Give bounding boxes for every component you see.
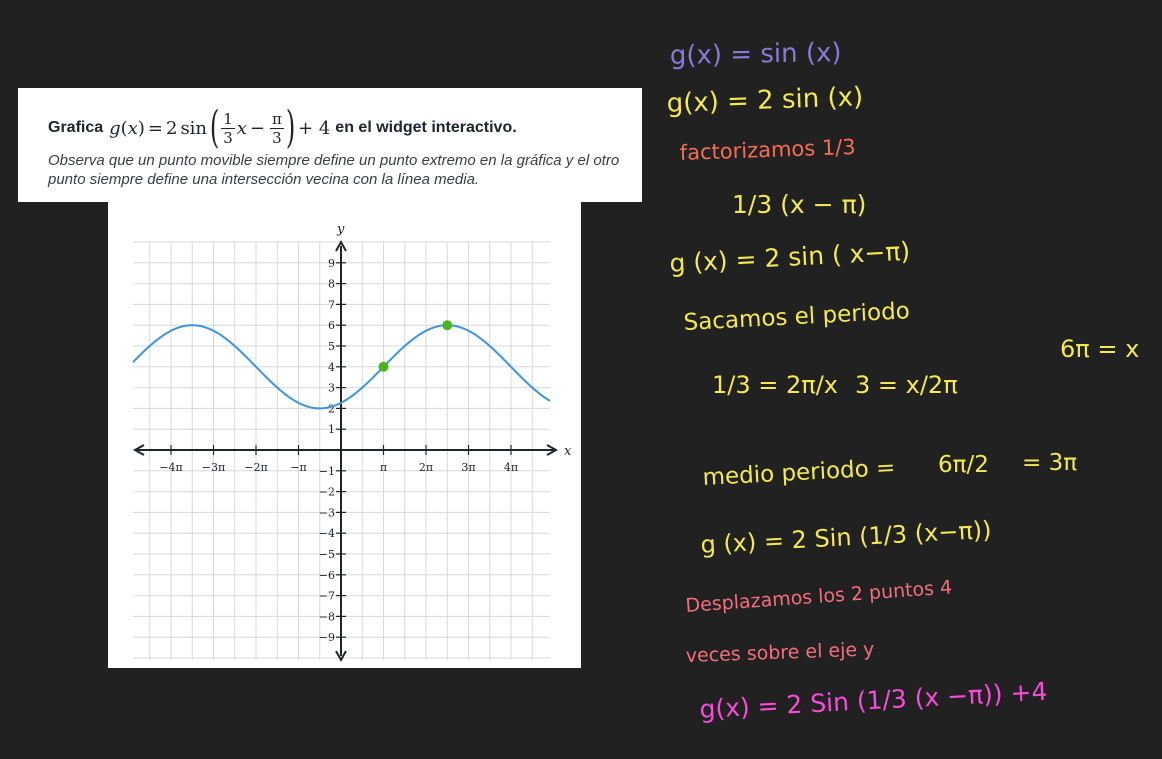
y-tick-label: −7 [319,590,335,603]
handwritten-note-3: factorizamos 1/3 [679,135,856,165]
y-axis-arrow-down [335,650,347,663]
handwritten-note-14: Desplazamos los 2 puntos 4 [685,576,953,617]
handwritten-note-6: Sacamos el periodo [683,298,910,336]
x-axis-label: x [564,444,572,459]
fraction-one-third: 1 3 [221,109,235,147]
prompt-suffix: en el widget interactivo. [335,119,517,136]
y-tick-label: −8 [319,610,335,623]
minus-sign: − [249,117,265,139]
x-tick-label: −2π [244,461,267,474]
handwritten-note-12: = 3π [1022,450,1077,476]
y-tick-label: 8 [328,278,335,291]
handwritten-note-13: g (x) = 2 Sin (1/3 (x−π)) [700,516,992,559]
graph-canvas[interactable]: x y −4π −3π −2π −π π 2π 3π 4π 9 8 7 6 5 4 3 2 1 −1 −2 −3 −4 −5 −… [108,202,581,668]
problem-card: Grafica g(x) = 2 sin ( 1 3 x − π 3 ) + 4… [18,88,642,202]
fraction-pi-third: π 3 [270,109,284,147]
handwritten-note-15: veces sobre el eje y [685,638,874,667]
func-name: g [109,117,121,139]
handwritten-note-10: medio periodo = [702,455,896,491]
handwritten-note-11: 6π/2 [938,452,989,478]
y-tick-label: −4 [319,527,335,540]
coefficient: 2 [165,117,178,139]
y-tick-label: 1 [328,423,335,436]
handwritten-note-7: 1/3 = 2π/x [712,371,838,399]
equals-sign: = [147,117,163,139]
handwritten-note-5: g (x) = 2 sin ( x−π) [669,236,911,278]
equation: g(x) = 2 sin ( 1 3 x − π 3 ) + 4 [109,102,331,153]
y-tick-label: −1 [319,465,335,478]
sin-function: sin [180,117,208,139]
y-tick-label: −6 [319,569,335,582]
midline-point[interactable] [378,361,389,372]
handwritten-note-9: 6π = x [1060,335,1139,363]
x-axis-arrow-left [132,444,145,456]
graph-widget[interactable]: x y −4π −3π −2π −π π 2π 3π 4π 9 8 7 6 5 4 3 2 1 −1 −2 −3 −4 −5 −… [108,202,581,668]
x-tick-label: 4π [504,461,518,474]
y-tick-label: −5 [319,548,335,561]
y-tick-label: −2 [319,486,335,499]
vertical-shift: + 4 [298,117,331,139]
problem-prompt: Grafica g(x) = 2 sin ( 1 3 x − π 3 ) + 4… [48,102,517,154]
x-tick-label: 2π [419,461,433,474]
x-tick-label: π [380,461,387,474]
handwritten-note-4: 1/3 (x − π) [732,190,866,219]
y-tick-label: 5 [328,340,335,353]
x-axis-arrow-right [546,444,559,456]
x-tick-label: −3π [202,461,225,474]
y-axis-arrow-up [335,239,347,252]
x-tick-label: 3π [461,461,475,474]
func-var: x [127,117,138,139]
hint-text: Observa que un punto movible siempre def… [48,152,620,188]
prompt-prefix: Grafica [48,119,104,136]
y-axis-label: y [336,222,345,237]
y-tick-label: −9 [319,631,335,644]
handwritten-note-16: g(x) = 2 Sin (1/3 (x −π)) +4 [699,677,1048,724]
handwritten-note-2: g(x) = 2 sin (x) [666,82,863,119]
x-tick-label: −π [290,461,306,474]
y-tick-label: 6 [328,319,335,332]
y-tick-label: 4 [328,361,335,374]
maximum-point[interactable] [442,320,453,331]
y-tick-label: 2 [328,402,335,415]
handwritten-note-1: g(x) = sin (x) [670,38,842,71]
inner-var: x [236,117,247,139]
y-tick-label: 3 [328,382,335,395]
sinusoid-curve [132,324,551,410]
handwritten-note-8: 3 = x/2π [855,371,958,399]
y-tick-label: 7 [328,298,335,311]
y-tick-label: −3 [319,506,335,519]
x-tick-label: −4π [159,461,182,474]
y-tick-label: 9 [328,257,335,270]
